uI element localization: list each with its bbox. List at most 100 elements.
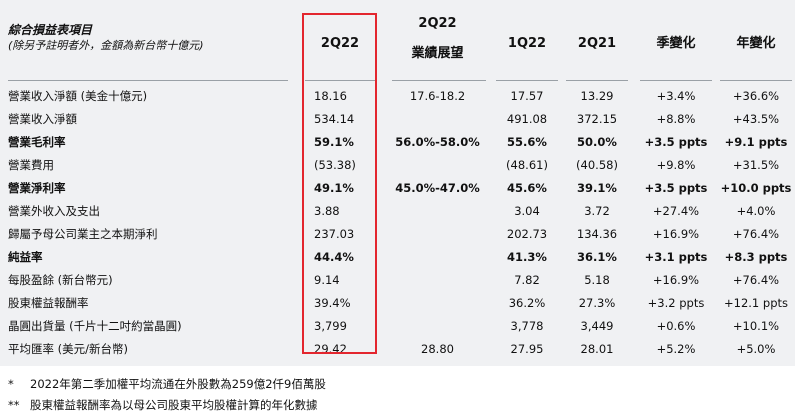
cell-2q21: 27.3%: [578, 296, 616, 310]
cell-guidance: 28.80: [421, 342, 454, 356]
table-row: 每股盈餘 (新台幣元) 9.14 7.82 5.18 +16.9% +76.4%: [0, 269, 795, 292]
cell-1q22: 3,778: [510, 319, 544, 333]
row-label: 營業收入淨額: [8, 112, 77, 126]
cell-2q22: 18.16: [314, 89, 347, 103]
cell-qoq: +0.6%: [656, 319, 696, 333]
cell-1q22: 36.2%: [508, 296, 546, 310]
cell-guidance: [385, 246, 490, 269]
table-row: 營業收入淨額 534.14 491.08 372.15 +8.8% +43.5%: [0, 108, 795, 131]
cell-2q22: 3.88: [314, 204, 340, 218]
cell-2q22: 534.14: [314, 112, 355, 126]
table-row: 晶圓出貨量 (千片十二吋約當晶圓) 3,799 3,778 3,449 +0.6% +10…: [0, 315, 795, 338]
cell-guidance: [385, 315, 490, 338]
cell-guidance: [385, 154, 490, 177]
cell-1q22: 41.3%: [507, 250, 547, 264]
header-separator: [305, 80, 375, 81]
cell-1q22: 55.6%: [507, 135, 547, 149]
cell-guidance: [385, 108, 490, 131]
cell-2q22: 44.4%: [314, 250, 354, 264]
header-2q21: 2Q21: [577, 36, 617, 51]
cell-2q21: 13.29: [580, 89, 614, 103]
row-label: 每股盈餘 (新台幣元): [8, 273, 113, 287]
cell-qoq: +8.8%: [656, 112, 696, 126]
cell-2q21: 3.72: [584, 204, 610, 218]
table-row: 股東權益報酬率 39.4% 36.2% 27.3% +3.2 ppts +12.1 ppt…: [0, 292, 795, 315]
cell-guidance: 56.0%-58.0%: [395, 135, 480, 149]
cell-2q22: (53.38): [314, 158, 356, 172]
cell-qoq: +3.5 ppts: [644, 181, 708, 195]
footnote-2: ** 股東權益報酬率為以母公司股東平均股權計算的年化數據: [8, 395, 326, 416]
cell-qoq: +3.4%: [656, 89, 696, 103]
table-row: 純益率 44.4% 41.3% 36.1% +3.1 ppts +8.3 ppts: [0, 246, 795, 269]
cell-2q21: 36.1%: [577, 250, 617, 264]
row-label: 平均匯率 (美元/新台幣): [8, 342, 129, 356]
table-caption: 綜合損益表項目 (除另予註明者外，金額為新台幣十億元): [8, 22, 204, 54]
row-label: 純益率: [8, 250, 43, 264]
cell-guidance: [385, 292, 490, 315]
row-label: 股東權益報酬率: [8, 296, 89, 310]
cell-yoy: +9.1 ppts: [724, 135, 788, 149]
footnote-1: * 2022年第二季加權平均流通在外股數為259億2仟9佰萬股: [8, 374, 326, 395]
footnotes: * 2022年第二季加權平均流通在外股數為259億2仟9佰萬股 ** 股東權益報酬率…: [8, 374, 326, 416]
header-separator: [392, 80, 486, 81]
row-label: 營業淨利率: [8, 181, 66, 195]
table-row: 營業收入淨額 (美金十億元) 18.16 17.6-18.2 17.57 13.29 +3…: [0, 85, 795, 108]
cell-2q21: 5.18: [584, 273, 610, 287]
header-guidance-line1: 2Q22: [418, 16, 457, 31]
cell-qoq: +16.9%: [652, 227, 700, 241]
header-separator: [720, 80, 792, 81]
row-label: 營業費用: [8, 158, 54, 172]
header-guidance: 2Q22 業績展望: [385, 14, 490, 64]
caption-title: 綜合損益表項目: [8, 23, 93, 37]
row-label: 營業收入淨額 (美金十億元): [8, 89, 148, 103]
cell-2q22: 237.03: [314, 227, 355, 241]
row-label: 營業毛利率: [8, 135, 66, 149]
header-separator: [8, 80, 288, 81]
cell-qoq: +16.9%: [652, 273, 700, 287]
cell-2q22: 59.1%: [314, 135, 354, 149]
cell-yoy: +76.4%: [732, 227, 780, 241]
cell-1q22: 491.08: [506, 112, 548, 126]
cell-1q22: 7.82: [514, 273, 540, 287]
cell-1q22: 3.04: [514, 204, 540, 218]
cell-1q22: 27.95: [510, 342, 544, 356]
cell-yoy: +5.0%: [736, 342, 776, 356]
cell-guidance: [385, 200, 490, 223]
cell-1q22: (48.61): [506, 158, 548, 172]
cell-guidance: 45.0%-47.0%: [395, 181, 480, 195]
cell-qoq: +27.4%: [652, 204, 700, 218]
header-guidance-line2: 業績展望: [411, 46, 464, 61]
cell-yoy: +10.0 ppts: [720, 181, 792, 195]
cell-2q22: 3,799: [314, 319, 347, 333]
cell-qoq: +3.2 ppts: [647, 296, 705, 310]
cell-yoy: +36.6%: [732, 89, 780, 103]
footnote-mark: **: [8, 398, 20, 412]
cell-guidance: 17.6-18.2: [409, 89, 466, 103]
cell-guidance: [385, 223, 490, 246]
cell-guidance: [385, 269, 490, 292]
income-statement-panel: 綜合損益表項目 (除另予註明者外，金額為新台幣十億元) 2Q22 2Q22 業績…: [0, 0, 795, 366]
row-label: 營業外收入及支出: [8, 204, 100, 218]
cell-yoy: +12.1 ppts: [724, 296, 788, 310]
table-row: 營業費用 (53.38) (48.61) (40.58) +9.8% +31.5%: [0, 154, 795, 177]
cell-1q22: 17.57: [510, 89, 544, 103]
cell-2q22: 9.14: [314, 273, 340, 287]
footnote-text: 股東權益報酬率為以母公司股東平均股權計算的年化數據: [30, 398, 318, 412]
table-row: 營業毛利率 59.1% 56.0%-58.0% 55.6% 50.0% +3.5 ppts…: [0, 131, 795, 154]
table-row: 平均匯率 (美元/新台幣) 29.42 28.80 27.95 28.01 +5.2% +5…: [0, 338, 795, 361]
cell-qoq: +9.8%: [656, 158, 696, 172]
cell-1q22: 45.6%: [507, 181, 547, 195]
cell-2q21: (40.58): [576, 158, 618, 172]
row-label: 晶圓出貨量 (千片十二吋約當晶圓): [8, 319, 182, 333]
current-quarter-highlight: [302, 13, 377, 354]
header-separator: [640, 80, 712, 81]
caption-subtitle: (除另予註明者外，金額為新台幣十億元): [8, 39, 204, 52]
cell-2q21: 28.01: [580, 342, 614, 356]
cell-2q21: 50.0%: [577, 135, 617, 149]
header-2q22: 2Q22: [320, 36, 360, 51]
table-row: 營業淨利率 49.1% 45.0%-47.0% 45.6% 39.1% +3.5 ppts…: [0, 177, 795, 200]
table-row: 營業外收入及支出 3.88 3.04 3.72 +27.4% +4.0%: [0, 200, 795, 223]
cell-2q21: 39.1%: [577, 181, 617, 195]
cell-2q22: 49.1%: [314, 181, 354, 195]
footnote-text: 2022年第二季加權平均流通在外股數為259億2仟9佰萬股: [30, 377, 326, 391]
